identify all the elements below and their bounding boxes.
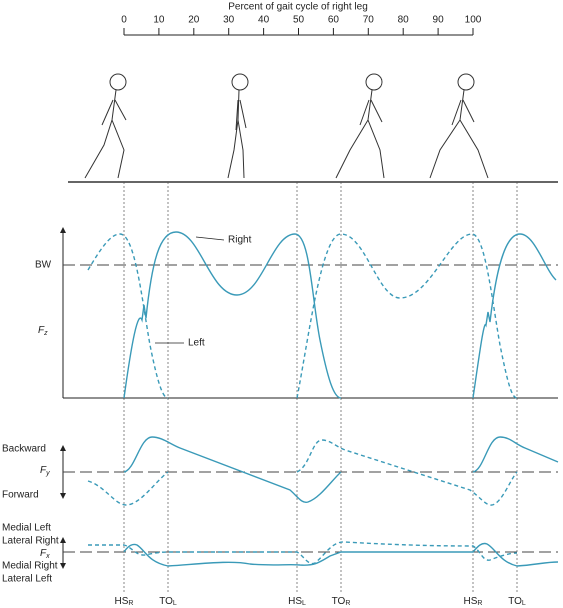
- tick-label: 10: [153, 15, 165, 26]
- fx-top2: Lateral Right: [2, 536, 59, 547]
- event-side: R: [477, 600, 482, 607]
- fx-bottom2: Lateral Left: [2, 574, 52, 585]
- tick-label: 40: [258, 15, 270, 26]
- event-side: R: [345, 600, 350, 607]
- fy-top: Backward: [2, 444, 46, 455]
- fy-letter: F: [40, 465, 47, 476]
- event-side: L: [302, 600, 306, 607]
- fz-left: [87, 233, 169, 399]
- walkers: [84, 73, 489, 179]
- fx-sub: x: [45, 553, 50, 560]
- fz-right: [472, 233, 557, 399]
- event-name: HS: [464, 596, 478, 607]
- tick-label: 70: [363, 15, 375, 26]
- fz-left: [296, 233, 518, 399]
- event-side: R: [128, 600, 133, 607]
- walker: [429, 73, 489, 179]
- axis-title: Percent of gait cycle of right leg: [228, 2, 368, 13]
- right-label: Right: [228, 235, 252, 246]
- event-lines: [123, 182, 518, 592]
- event-label: TOL: [159, 596, 177, 607]
- fx-top1: Medial Left: [2, 523, 51, 534]
- event-label: TOL: [508, 596, 526, 607]
- event-label: HSR: [115, 596, 134, 607]
- tick-label: 90: [433, 15, 445, 26]
- ticks: 0 10 20 30 40 50 60 70 80 90 100: [121, 15, 482, 35]
- tick-label: 50: [293, 15, 305, 26]
- fx-bottom1: Medial Right: [2, 561, 58, 572]
- event-label: HSR: [464, 596, 483, 607]
- tick-label: 30: [223, 15, 235, 26]
- fx-label: Fx: [40, 548, 50, 560]
- walker: [335, 73, 385, 179]
- fy-right: [472, 436, 559, 473]
- event-side: L: [173, 600, 177, 607]
- tick-label: 100: [465, 15, 482, 26]
- fx-right: [123, 542, 559, 567]
- event-name: TO: [508, 596, 522, 607]
- fy-sub: y: [45, 470, 50, 477]
- tick-label: 80: [398, 15, 410, 26]
- bw-label: BW: [35, 260, 52, 271]
- event-label: HSL: [288, 596, 306, 607]
- event-labels: HSR TOL HSL TOR HSR TOL: [115, 596, 526, 607]
- tick-label: 20: [188, 15, 200, 26]
- fx-letter: F: [40, 548, 47, 559]
- event-name: TO: [159, 596, 173, 607]
- fy-right: [123, 436, 342, 504]
- walker: [227, 73, 249, 179]
- fz-sub: z: [43, 330, 48, 337]
- event-side: L: [522, 600, 526, 607]
- event-name: HS: [288, 596, 302, 607]
- event-name: HS: [115, 596, 129, 607]
- tick-label: 0: [121, 15, 127, 26]
- tick-label: 60: [328, 15, 340, 26]
- fy-left: [87, 471, 169, 506]
- event-name: TO: [332, 596, 346, 607]
- left-label: Left: [188, 338, 205, 349]
- fy-left: [296, 439, 518, 506]
- walker: [84, 73, 127, 179]
- leader: [195, 236, 225, 241]
- fy-bottom: Forward: [2, 490, 39, 501]
- fz-right: [123, 231, 342, 399]
- event-label: TOR: [332, 596, 351, 607]
- fz-letter: F: [38, 325, 45, 336]
- fz-label: Fz: [38, 325, 48, 337]
- fy-label: Fy: [40, 465, 50, 477]
